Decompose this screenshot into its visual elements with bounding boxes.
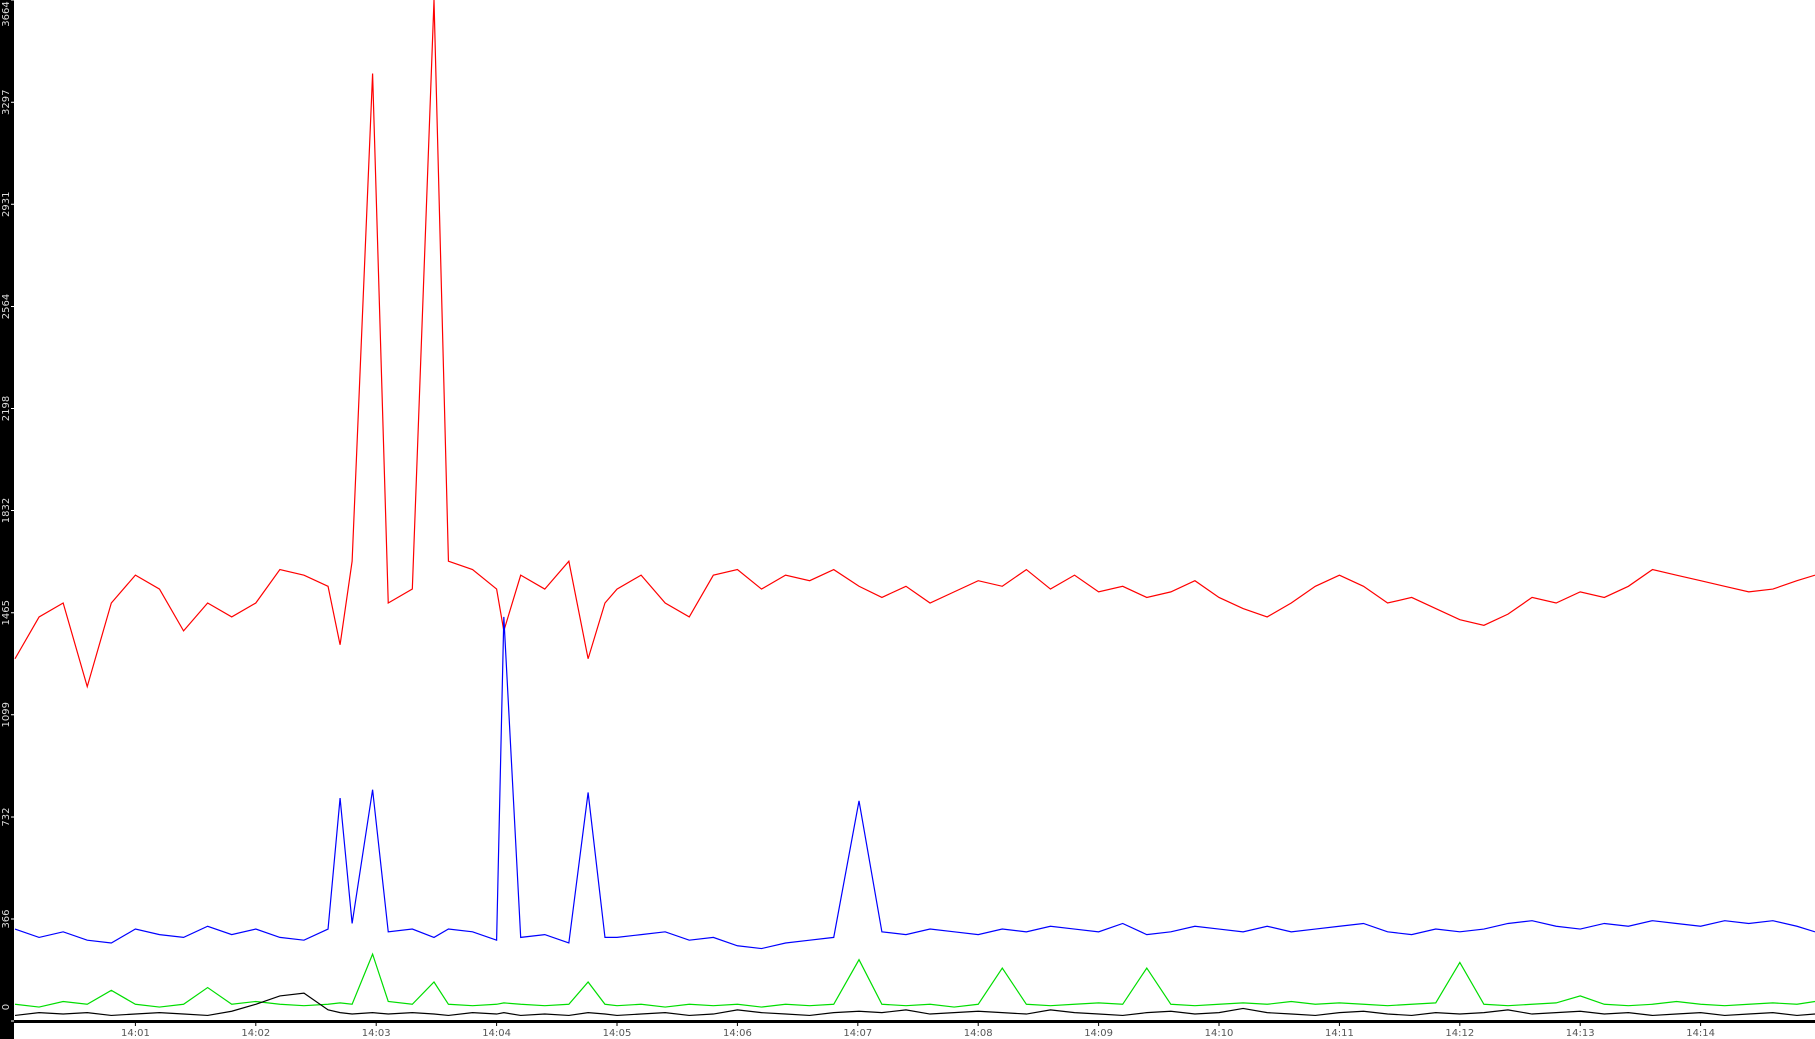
- y-tick-label: 732: [1, 807, 12, 826]
- x-tick-label: 14:01: [121, 1028, 150, 1039]
- y-tick-label: 2931: [1, 192, 12, 217]
- x-tick-label: 14:07: [843, 1028, 872, 1039]
- y-tick-label: 1465: [1, 600, 12, 625]
- x-tick-label: 14:02: [241, 1028, 270, 1039]
- series-line: [14, 992, 1815, 1017]
- x-tick-label: 14:04: [482, 1028, 511, 1039]
- x-axis-line: [0, 1020, 1815, 1023]
- series-line: [14, 952, 1815, 1008]
- y-axis-strip: [0, 0, 14, 1039]
- x-tick-label: 14:08: [964, 1028, 993, 1039]
- x-tick-label: 14:06: [723, 1028, 752, 1039]
- y-tick-label: 2564: [1, 294, 12, 319]
- y-tick-label: 2198: [1, 396, 12, 421]
- x-tick-label: 14:13: [1566, 1028, 1595, 1039]
- y-tick-label: 3664: [1, 1, 12, 26]
- series-line: [14, 0, 1815, 689]
- y-tick-label: 1099: [1, 702, 12, 727]
- x-tick-label: 14:14: [1686, 1028, 1715, 1039]
- x-tick-label: 14:05: [603, 1028, 632, 1039]
- series-line: [14, 616, 1815, 950]
- y-tick-label: 0: [1, 1004, 12, 1010]
- y-tick-label: 1832: [1, 498, 12, 523]
- x-tick-label: 14:11: [1325, 1028, 1354, 1039]
- y-tick-label: 3297: [1, 90, 12, 115]
- y-tick-label: 366: [1, 909, 12, 928]
- x-tick-label: 14:10: [1205, 1028, 1234, 1039]
- x-tick-label: 14:09: [1084, 1028, 1113, 1039]
- x-tick-label: 14:03: [362, 1028, 391, 1039]
- x-tick-label: 14:12: [1445, 1028, 1474, 1039]
